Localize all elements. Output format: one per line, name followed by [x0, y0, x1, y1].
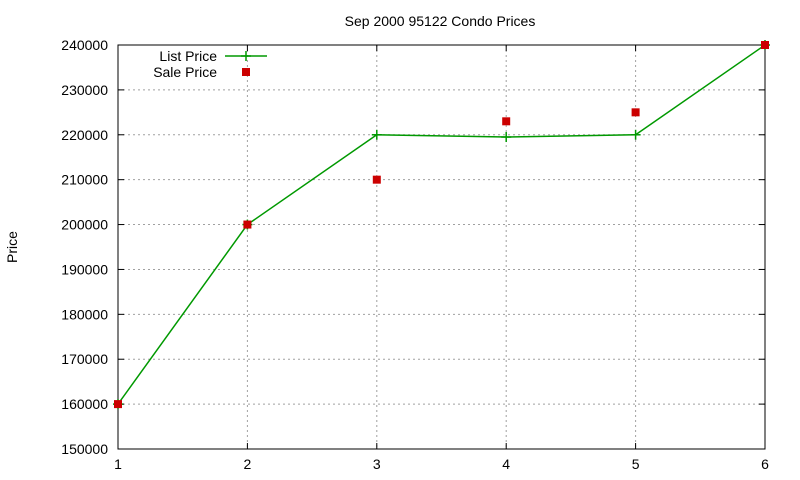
y-tick-label: 150000: [61, 441, 108, 457]
x-tick-label: 6: [761, 456, 769, 472]
list-price-point: [371, 129, 382, 140]
y-tick-label: 240000: [61, 37, 108, 53]
sale-price-point: [631, 108, 640, 117]
axis-ticks: 150000 160000 170000 180000 190000 200000 2100…: [61, 37, 769, 472]
grid: [118, 45, 765, 449]
chart-title: Sep 2000 95122 Condo Prices: [345, 13, 536, 29]
x-tick-label: 5: [632, 456, 640, 472]
list-price-line: [117, 44, 766, 405]
y-tick-label: 210000: [61, 172, 108, 188]
x-tick-label: 1: [114, 456, 122, 472]
legend-marker-sale-price: [242, 68, 250, 76]
list-price-point: [630, 129, 641, 140]
y-tick-label: 220000: [61, 127, 108, 143]
y-tick-label: 190000: [61, 261, 108, 277]
sale-price-point: [761, 41, 769, 49]
sale-price-point: [372, 175, 381, 184]
sale-price-point: [114, 400, 122, 409]
series-layer: [113, 40, 770, 410]
y-tick-label: 180000: [61, 306, 108, 322]
x-tick-label: 3: [373, 456, 381, 472]
legend-label-list-price: List Price: [159, 48, 217, 64]
x-tick-label: 2: [244, 456, 252, 472]
y-tick-label: 230000: [61, 82, 108, 98]
y-tick-label: 170000: [61, 351, 108, 367]
y-axis-label: Price: [4, 231, 20, 263]
x-tick-label: 4: [502, 456, 510, 472]
y-tick-label: 160000: [61, 396, 108, 412]
legend-marker-list-price: [241, 51, 251, 61]
legend-label-sale-price: Sale Price: [153, 64, 217, 80]
y-tick-label: 200000: [61, 217, 108, 233]
list-price-point: [501, 132, 512, 143]
plot-frame: [117, 44, 766, 450]
sale-price-point: [502, 117, 511, 126]
sale-price-point: [243, 220, 252, 229]
